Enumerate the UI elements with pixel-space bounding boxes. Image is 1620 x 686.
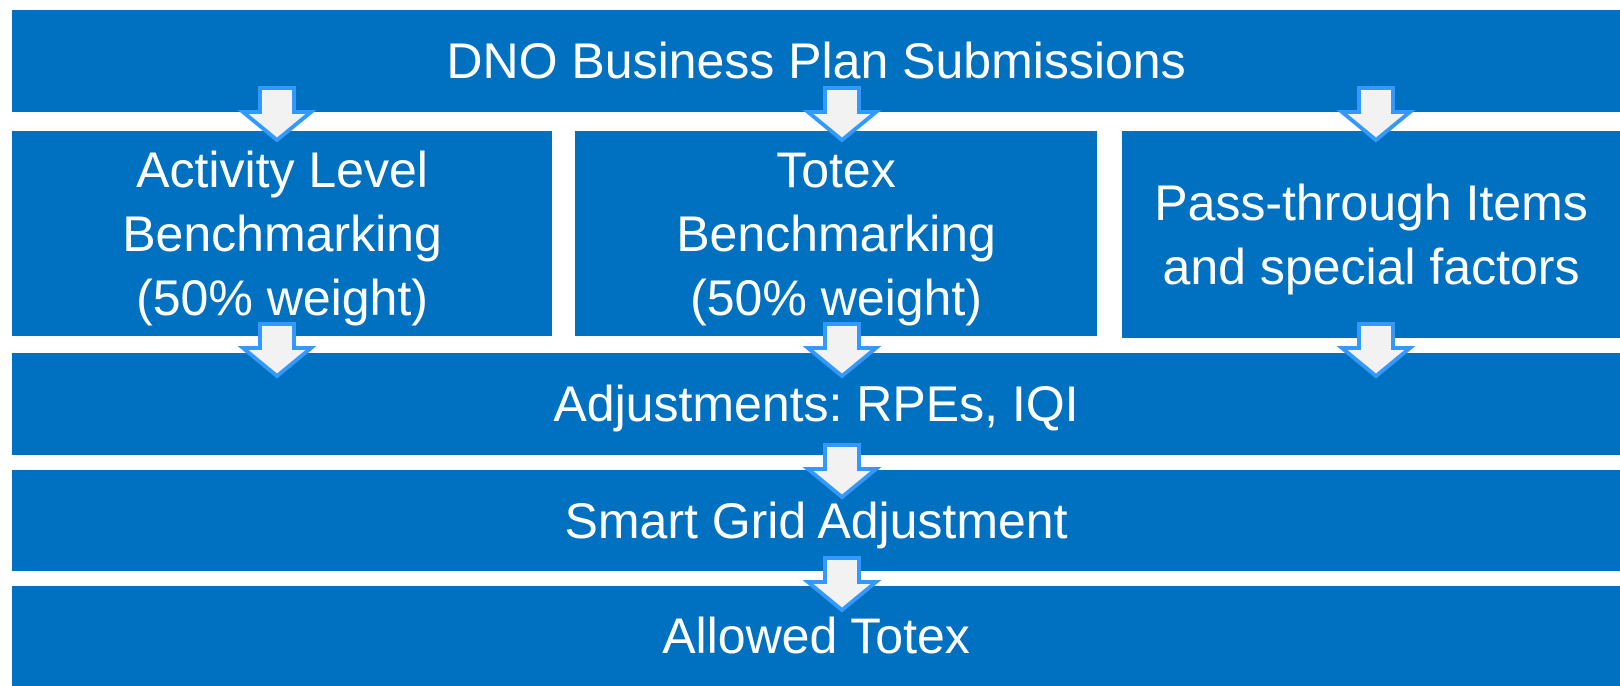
node-label: DNO Business Plan Submissions bbox=[446, 33, 1186, 89]
arrow bbox=[802, 86, 882, 143]
box: Totex Benchmarking (50% weight) bbox=[575, 131, 1097, 336]
node-label: Totex bbox=[776, 141, 896, 198]
node-label: Benchmarking bbox=[676, 205, 996, 262]
node-label: and special factors bbox=[1162, 238, 1580, 295]
arrow bbox=[802, 556, 882, 613]
box: Smart Grid Adjustment bbox=[12, 470, 1620, 571]
node-label: Allowed Totex bbox=[662, 608, 970, 664]
node-label: Smart Grid Adjustment bbox=[564, 492, 1068, 549]
node-label: Adjustments: RPEs, IQI bbox=[553, 376, 1079, 432]
box: Allowed Totex bbox=[12, 586, 1620, 686]
arrow bbox=[1336, 86, 1416, 143]
node-label: Benchmarking bbox=[122, 205, 442, 262]
box: Activity Level Benchmarking (50% weight) bbox=[12, 131, 552, 336]
arrow bbox=[1336, 322, 1416, 379]
arrow bbox=[237, 322, 317, 379]
node-label: (50% weight) bbox=[136, 269, 428, 326]
node-label: (50% weight) bbox=[690, 269, 982, 326]
box: Pass-through Items and special factors bbox=[1122, 131, 1620, 338]
arrow bbox=[802, 443, 882, 500]
node-label: Activity Level bbox=[136, 141, 428, 198]
arrow bbox=[237, 86, 317, 143]
arrow bbox=[802, 322, 882, 379]
node-label: Pass-through Items bbox=[1154, 174, 1588, 231]
